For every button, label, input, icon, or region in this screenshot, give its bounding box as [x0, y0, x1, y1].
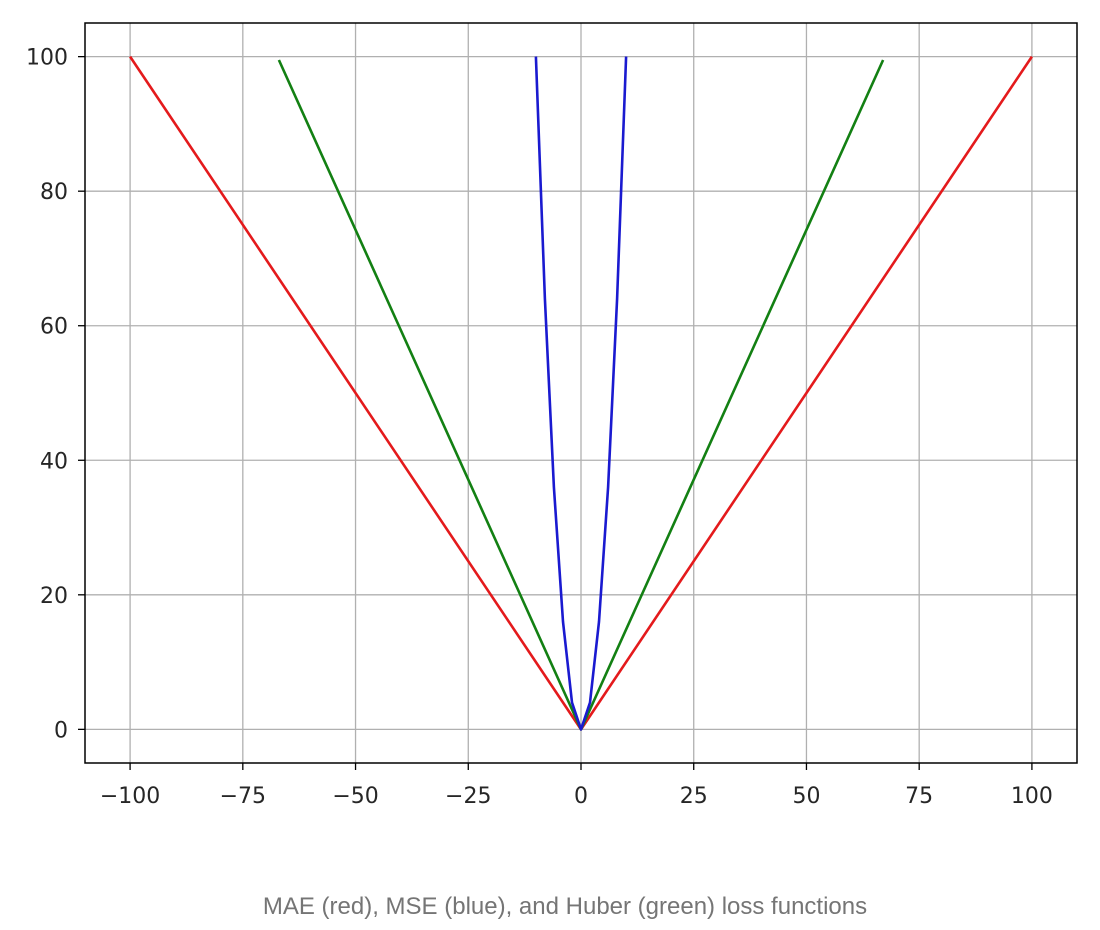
x-tick-label: −50 — [332, 784, 378, 809]
x-tick-label: 75 — [905, 784, 933, 809]
grid — [85, 23, 1077, 763]
x-tick-label: −100 — [100, 784, 160, 809]
y-tick-label: 60 — [40, 315, 68, 340]
x-tick-label: 50 — [792, 784, 820, 809]
chart-caption: MAE (red), MSE (blue), and Huber (green)… — [262, 893, 868, 920]
series-lines — [129, 55, 1033, 731]
series-line-mse — [534, 56, 628, 731]
x-tick-label: 0 — [574, 784, 588, 809]
x-tick-label: 25 — [680, 784, 708, 809]
y-tick-label: 20 — [40, 584, 68, 609]
x-tick-label: 100 — [1011, 784, 1053, 809]
loss-chart: −100 −75 −50 −25 0 25 50 75 100 0 20 40 60 80 100 — [26, 22, 1078, 809]
y-axis-ticks: 0 20 40 60 80 100 — [26, 46, 85, 743]
y-tick-label: 100 — [26, 46, 68, 71]
x-tick-label: −75 — [220, 784, 266, 809]
x-axis-ticks: −100 −75 −50 −25 0 25 50 75 100 — [100, 763, 1053, 809]
x-tick-label: −25 — [445, 784, 491, 809]
y-tick-label: 0 — [54, 718, 68, 743]
y-tick-label: 40 — [40, 449, 68, 474]
y-tick-label: 80 — [40, 180, 68, 205]
